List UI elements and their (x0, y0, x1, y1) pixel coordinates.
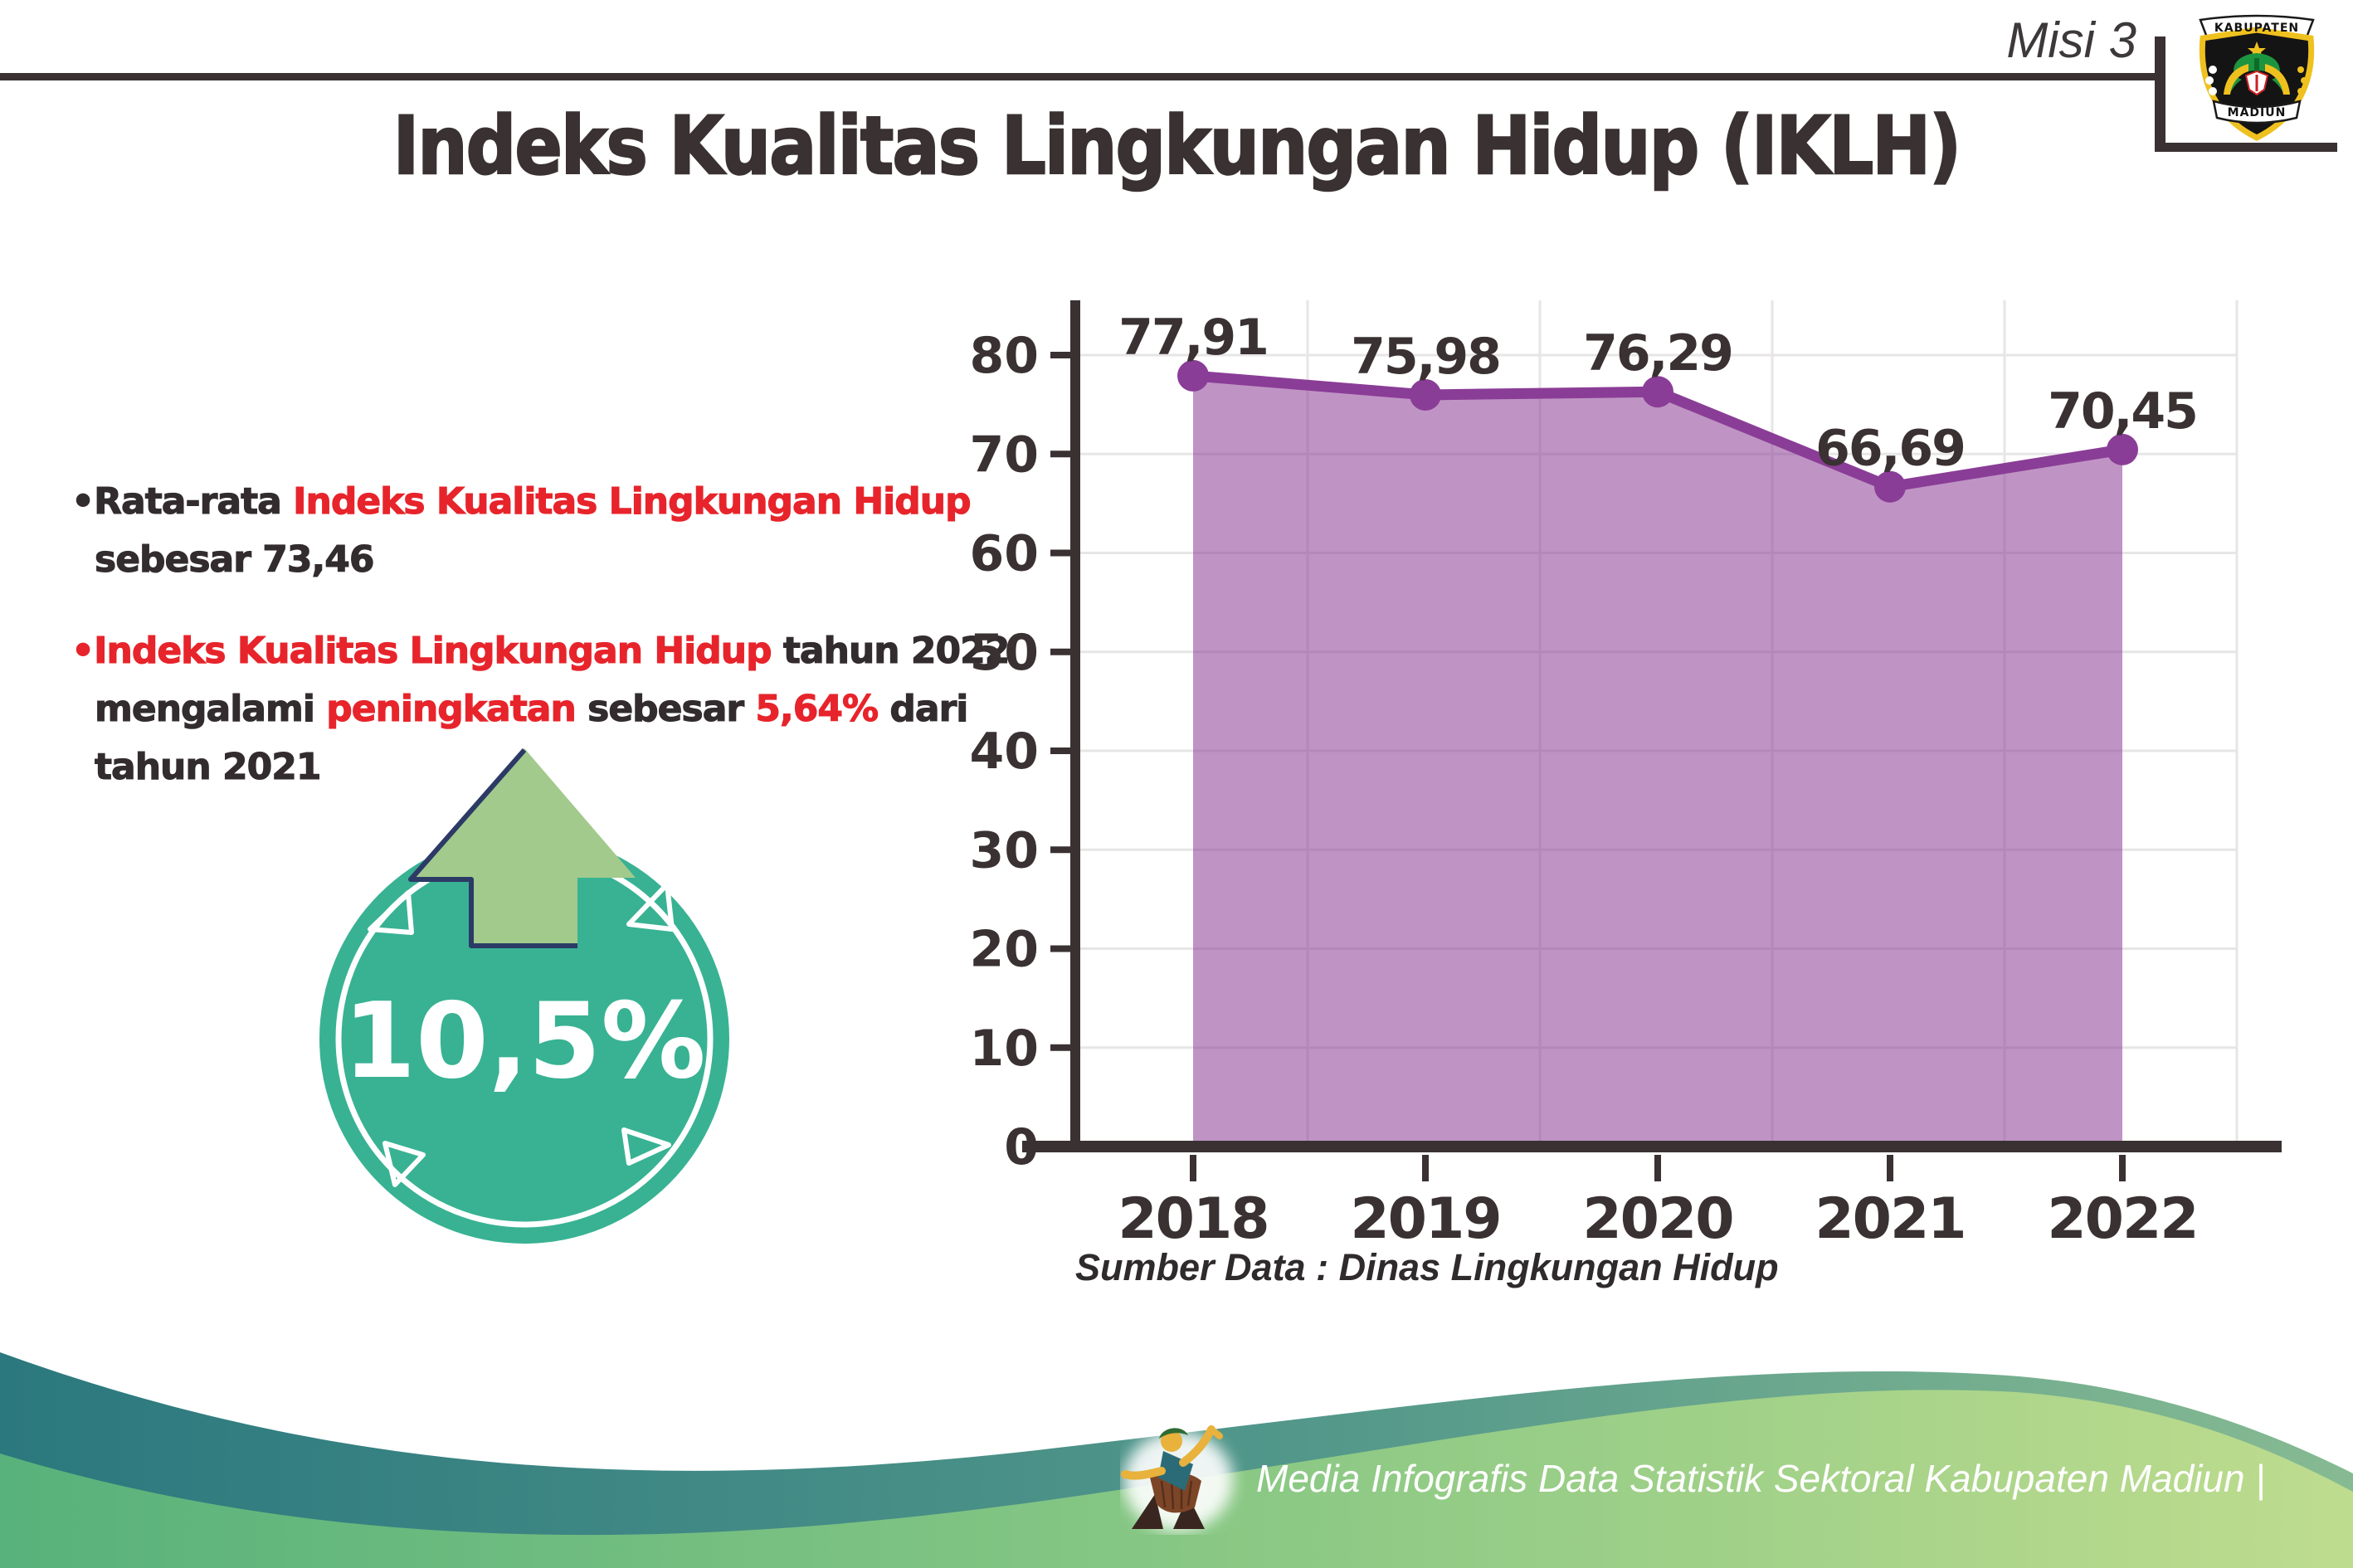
mascot-icon (1121, 1424, 1233, 1531)
svg-text:2022: 2022 (2047, 1186, 2197, 1252)
svg-text:0: 0 (1004, 1118, 1039, 1176)
spark-triangle-icon (626, 882, 675, 932)
svg-text:10: 10 (970, 1020, 1040, 1078)
svg-text:75,98: 75,98 (1351, 328, 1500, 386)
svg-text:50: 50 (970, 624, 1040, 682)
page-title: Indeks Kualitas Lingkungan Hidup (IKLH) (392, 99, 1962, 194)
svg-text:20: 20 (970, 921, 1040, 979)
footer-content: Media Infografis Data Statistik Sektoral… (1120, 1420, 2265, 1536)
svg-text:77,91: 77,91 (1118, 309, 1268, 367)
header-rule (0, 73, 2156, 80)
bullet-marker: • (71, 480, 95, 523)
bullet-increase-2022: •Indeks Kualitas Lingkungan Hidup tahun … (71, 629, 1010, 788)
iklh-area-chart: 0 10 20 30 40 50 60 70 80 2018 2019 2020 2021 2022 77,… (946, 274, 2323, 1319)
svg-text:30: 30 (970, 821, 1040, 879)
footer-wave-green (0, 1390, 2353, 1568)
svg-text:60: 60 (970, 525, 1040, 583)
spark-triangle-icon (382, 1141, 426, 1187)
spark-triangle-icon (621, 1127, 671, 1166)
logo-frame-horizontal (2155, 143, 2337, 152)
kabupaten-madiun-logo: KABUPATEN MADIUN (2182, 12, 2331, 143)
svg-text:2021: 2021 (1815, 1186, 1965, 1252)
spark-triangle-icon (368, 890, 414, 935)
svg-text:70,45: 70,45 (2048, 382, 2197, 441)
shield-crest-icon: KABUPATEN MADIUN (2199, 14, 2315, 141)
increase-badge: 10,5% (300, 730, 748, 1269)
svg-text:40: 40 (970, 723, 1040, 781)
svg-text:66,69: 66,69 (1815, 420, 1965, 478)
misi-label: Misi 3 (2006, 12, 2136, 68)
up-arrow-icon (413, 748, 636, 944)
svg-text:2018: 2018 (1118, 1186, 1268, 1252)
bullet-marker: • (71, 629, 95, 672)
logo-frame-vertical (2155, 37, 2165, 152)
svg-text:2020: 2020 (1582, 1186, 1732, 1252)
logo-banner-top-text: KABUPATEN (2214, 22, 2299, 35)
logo-banner-bottom-text: MADIUN (2228, 106, 2287, 119)
badge-value: 10,5% (343, 980, 705, 1102)
svg-text:70: 70 (970, 426, 1040, 484)
footer-caption: Media Infografis Data Statistik Sektoral… (1256, 1457, 2266, 1500)
svg-text:2019: 2019 (1350, 1186, 1500, 1252)
svg-text:76,29: 76,29 (1583, 324, 1732, 382)
bullet-average-iklh: •Rata-rata Indeks Kualitas Lingkungan Hi… (71, 480, 972, 581)
source-note: Sumber Data : Dinas Lingkungan Hidup (1075, 1246, 1779, 1288)
svg-text:80: 80 (970, 327, 1040, 385)
